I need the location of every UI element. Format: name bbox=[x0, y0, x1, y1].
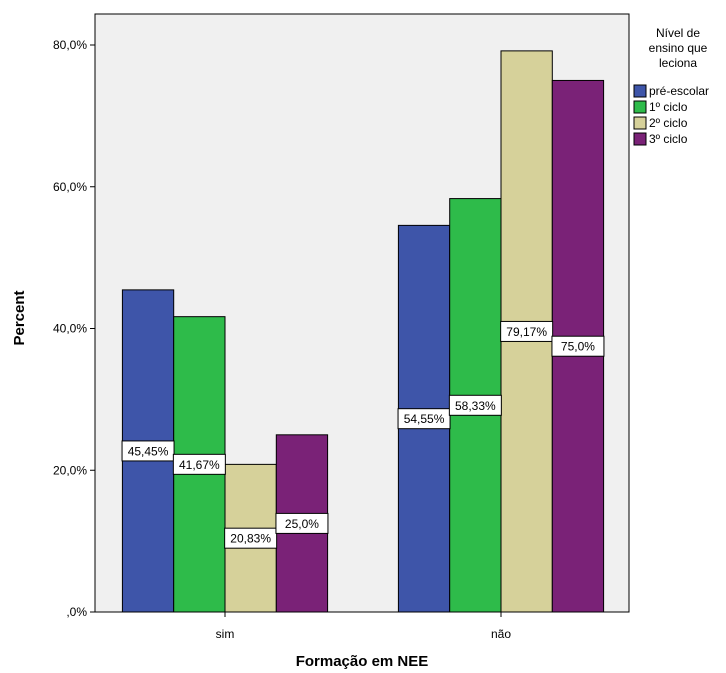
x-tick-label: não bbox=[491, 627, 511, 641]
y-tick-label: 20,0% bbox=[53, 463, 87, 477]
data-labels: 45,45% 41,67% 20,83% 25,0% 54,55% 58,33% 79,17… bbox=[121, 320, 605, 549]
legend-title: leciona bbox=[659, 56, 697, 70]
legend-item-label: 3º ciclo bbox=[649, 132, 688, 146]
legend-swatch bbox=[633, 132, 647, 146]
data-label-box bbox=[500, 320, 554, 342]
legend-swatch bbox=[633, 84, 647, 98]
legend-item-label: pré-escolar bbox=[649, 84, 709, 98]
legend-title: Nível de bbox=[656, 26, 700, 40]
data-label-box bbox=[551, 335, 605, 357]
legend-item-label: 2º ciclo bbox=[649, 116, 688, 130]
data-label-box bbox=[121, 440, 175, 462]
y-tick-label: ,0% bbox=[66, 605, 87, 619]
data-label: 45,45% bbox=[128, 444, 169, 458]
y-axis-title: Percent bbox=[11, 290, 28, 345]
x-axis-title: Formação em NEE bbox=[296, 653, 429, 670]
data-label-box bbox=[397, 408, 451, 430]
data-label-box bbox=[448, 394, 502, 416]
data-label: 75,0% bbox=[561, 340, 595, 354]
y-axis: 80,0% 60,0% 40,0% 20,0% ,0% bbox=[53, 38, 95, 619]
data-label-box bbox=[224, 527, 278, 549]
data-label: 25,0% bbox=[285, 517, 319, 531]
x-axis: sim não bbox=[216, 612, 511, 641]
legend-title: ensino que bbox=[649, 41, 708, 55]
data-label: 54,55% bbox=[404, 412, 445, 426]
data-label: 79,17% bbox=[506, 325, 547, 339]
data-label-box bbox=[275, 512, 329, 534]
legend-swatch bbox=[633, 116, 647, 130]
legend-item-label: 1º ciclo bbox=[649, 100, 688, 114]
x-tick-label: sim bbox=[216, 627, 235, 641]
y-tick-label: 60,0% bbox=[53, 180, 87, 194]
data-label: 58,33% bbox=[455, 399, 496, 413]
data-label: 20,83% bbox=[230, 532, 271, 546]
y-tick-label: 40,0% bbox=[53, 322, 87, 336]
y-tick-label: 80,0% bbox=[53, 38, 87, 52]
data-label-box bbox=[172, 453, 226, 475]
data-label: 41,67% bbox=[179, 458, 220, 472]
legend-swatch bbox=[633, 100, 647, 114]
